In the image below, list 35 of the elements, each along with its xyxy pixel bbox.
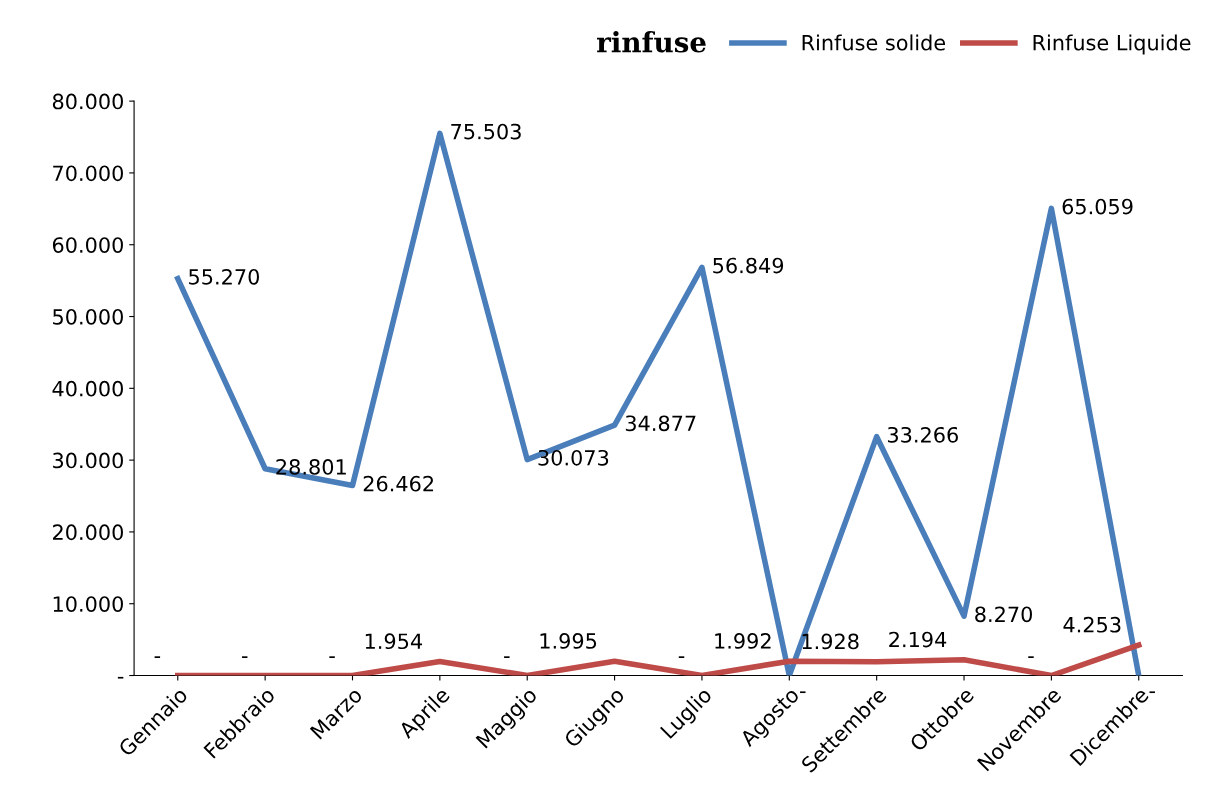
data-label: 2.194 [889, 631, 947, 648]
y-tick-label: - [117, 676, 124, 679]
chart-title: rinfuse [596, 31, 706, 53]
legend-label: Rinfuse solide [802, 34, 946, 51]
data-label: 30.073 [538, 449, 609, 466]
data-label: 75.503 [451, 123, 521, 140]
y-tick-label: 50.000 [53, 308, 123, 325]
data-label: - [154, 656, 161, 658]
data-label: 55.270 [189, 268, 260, 285]
data-label: - [241, 656, 248, 658]
data-label: 4.253 [1063, 616, 1121, 633]
data-label: - [1028, 656, 1034, 658]
data-label: 1.954 [365, 633, 423, 650]
data-label: 8.270 [975, 606, 1033, 623]
data-label: 56.849 [713, 257, 784, 274]
data-label: 1.992 [715, 633, 771, 649]
data-label: - [678, 656, 685, 658]
y-tick-label: 60.000 [52, 237, 123, 253]
data-label: 33.266 [887, 426, 958, 443]
data-label: 26.462 [363, 475, 434, 492]
y-tick-label: 40.000 [52, 380, 123, 397]
legend-label: Rinfuse Liquide [1033, 34, 1191, 55]
data-label: - [504, 656, 510, 658]
data-label: 1.995 [540, 633, 597, 649]
y-tick-label: 70.000 [53, 165, 123, 182]
y-tick-label: 10.000 [53, 596, 123, 612]
data-label: 28.801 [276, 459, 346, 475]
data-label: 65.059 [1062, 198, 1133, 215]
data-label: - [329, 656, 335, 658]
data-label: - [1149, 691, 1155, 694]
y-tick-label: 20.000 [53, 524, 123, 541]
data-label: - [800, 691, 806, 694]
data-label: 34.877 [625, 415, 696, 432]
y-tick-label: 80.000 [52, 93, 123, 110]
y-tick-label: 30.000 [53, 452, 123, 469]
